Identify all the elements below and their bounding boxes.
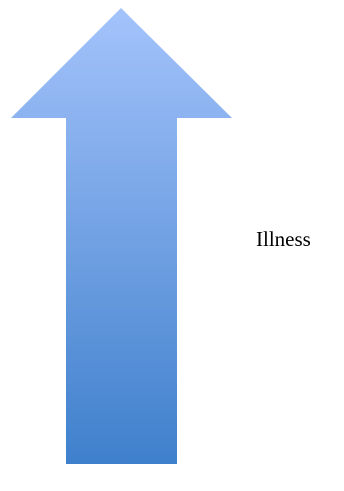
arrow-label: Illness [256,227,311,251]
up-arrow-shape [11,8,232,464]
